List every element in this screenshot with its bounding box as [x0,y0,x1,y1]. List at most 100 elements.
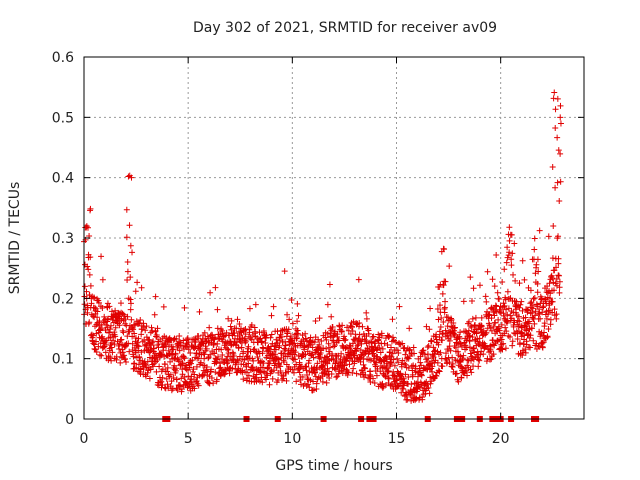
data-point [554,179,561,186]
data-point [329,324,336,331]
data-point [313,380,320,387]
data-point [153,333,160,340]
data-point [331,365,338,372]
data-point [340,365,347,372]
data-point [451,324,458,331]
data-point [188,360,195,367]
data-point [184,341,191,348]
data-point [336,323,343,330]
data-point [386,349,393,356]
data-point [426,390,433,397]
data-point [158,352,165,359]
data-point [467,274,474,281]
data-point [333,374,340,381]
data-point [468,369,475,376]
data-point [461,368,468,375]
data-point [503,259,510,266]
data-point [87,282,94,289]
data-point [207,351,214,358]
data-point [550,223,557,230]
data-point [90,332,97,339]
data-point [112,324,119,331]
data-point [297,376,304,383]
data-point [330,332,337,339]
data-point [292,349,299,356]
data-point [182,379,189,386]
data-point [208,374,215,381]
data-point [107,326,114,333]
data-point [284,329,291,336]
data-point [434,359,441,366]
data-point [468,324,475,331]
data-point [501,266,508,273]
data-point [347,322,354,329]
data-point [361,364,368,371]
data-point [516,304,523,311]
data-point [240,376,247,383]
data-point [417,359,424,366]
data-point [510,323,517,330]
data-point [127,300,134,307]
data-point [316,315,323,322]
data-point [476,335,483,342]
data-point [503,328,510,335]
chart-title: Day 302 of 2021, SRMTID for receiver av0… [193,20,497,36]
data-point [320,345,327,352]
data-point [252,301,259,308]
data-point [463,344,470,351]
data-point [464,356,471,363]
data-point [205,355,212,362]
data-point [375,331,382,338]
data-point [506,224,513,231]
data-point [382,353,389,360]
data-point [464,372,470,379]
data-point [467,350,474,357]
data-point [346,361,353,368]
data-point [170,375,177,382]
data-point [388,344,395,351]
data-point [553,264,560,271]
data-point [488,327,495,334]
data-point [294,327,301,334]
data-point [131,365,138,372]
data-point [271,343,278,350]
data-point [289,355,296,362]
data-point [197,345,204,352]
data-point [530,337,537,344]
data-point [437,323,444,330]
data-point [336,337,343,344]
data-point [478,322,485,329]
data-point [153,333,160,340]
data-point [453,370,460,377]
data-point [127,274,134,281]
data-point [125,173,132,180]
data-point [293,378,300,385]
data-point [448,323,455,330]
data-point [541,329,548,336]
data-point [176,333,183,340]
data-point [344,372,351,379]
data-point [347,343,354,350]
data-point [117,337,124,344]
data-point [168,378,175,385]
data-point [138,349,145,356]
data-point [442,298,449,305]
data-point [196,308,203,315]
data-point [480,351,487,358]
data-point [164,364,171,371]
data-point [191,385,198,392]
x-tick-label: 15 [388,431,406,447]
data-point [117,359,124,366]
data-point [389,382,396,389]
data-point [476,357,483,364]
data-point [394,355,401,362]
data-point [150,345,157,352]
data-point [391,372,398,379]
data-point [134,279,141,286]
data-point [130,326,137,333]
data-point [116,341,123,348]
data-point [84,263,91,270]
data-point [211,350,218,357]
data-point [93,338,100,345]
data-point [534,256,541,263]
